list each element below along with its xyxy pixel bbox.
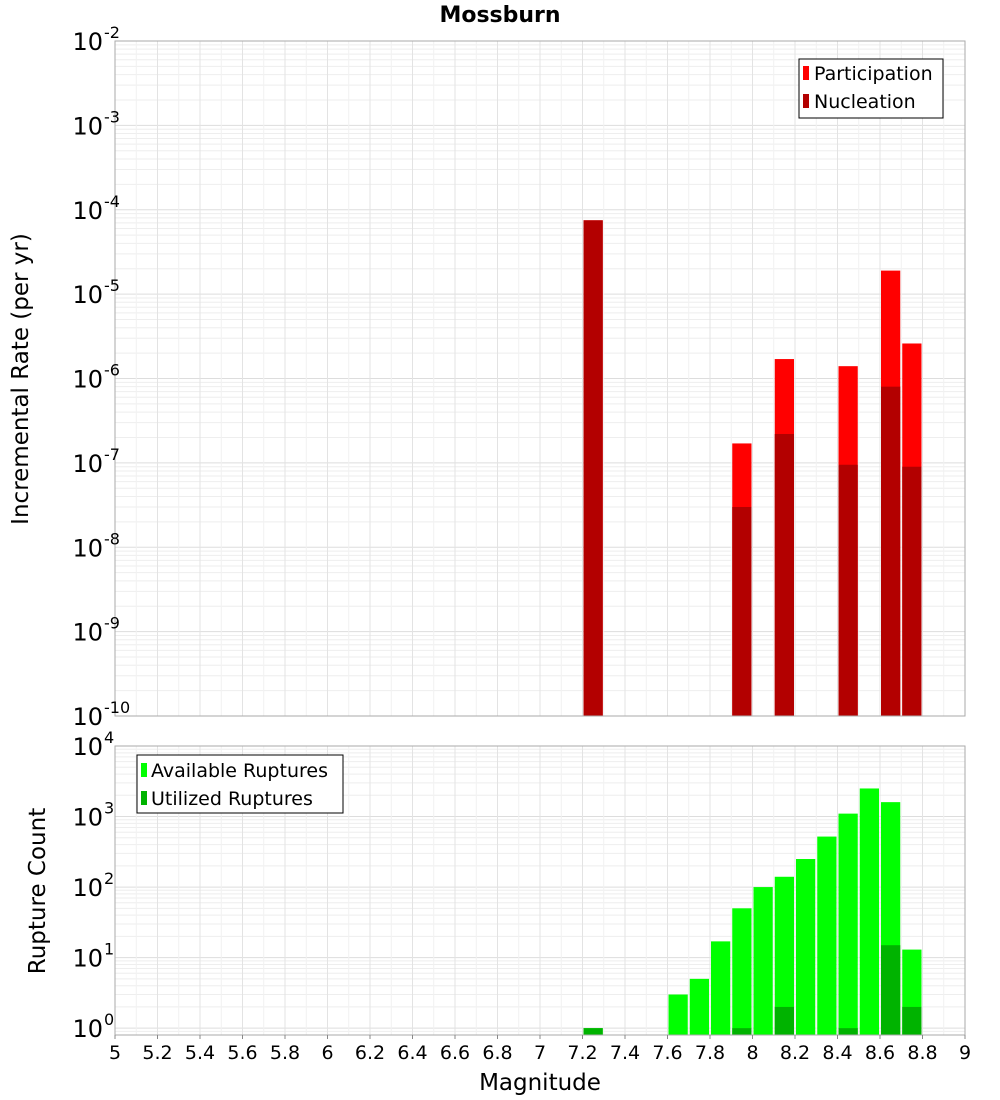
count-legend: Available Ruptures Utilized Ruptures — [136, 754, 344, 814]
rate-bar-b — [732, 506, 752, 716]
y-tick-label: 10 — [72, 733, 103, 761]
count-bar-b — [732, 1028, 752, 1035]
rate-gridlines — [114, 40, 966, 717]
x-tick-label: 8.8 — [907, 1042, 937, 1064]
y-tick-label: 10 — [72, 534, 103, 562]
x-tick-label: 7.2 — [567, 1042, 597, 1064]
count-bar-a — [774, 876, 794, 1035]
count-bar-a — [732, 908, 752, 1035]
y-tick-exponent: -2 — [104, 23, 120, 42]
x-tick-label: 8.4 — [822, 1042, 852, 1064]
count-bar-a — [668, 994, 688, 1035]
rate-legend-box — [798, 58, 944, 119]
count-bar-b — [774, 1006, 794, 1035]
x-tick-label: 7.4 — [610, 1042, 640, 1064]
legend-label-utilized: Utilized Ruptures — [151, 788, 313, 810]
legend-swatch-available — [141, 763, 147, 777]
y-tick-label: 10 — [72, 112, 103, 140]
count-bar-b — [838, 1028, 858, 1035]
y-tick-label: 10 — [72, 1015, 103, 1043]
count-bar-b — [881, 945, 901, 1035]
chart-title: Mossburn — [439, 3, 560, 28]
y-tick-exponent: -10 — [104, 698, 130, 717]
x-tick-label: 5.6 — [227, 1042, 257, 1064]
y-tick-exponent: -6 — [104, 361, 120, 380]
y-tick-exponent: 2 — [104, 869, 114, 888]
count-y-axis-label: Rupture Count — [25, 808, 51, 974]
x-tick-label: 9 — [959, 1042, 971, 1064]
count-legend-box — [136, 754, 344, 814]
rate-bar-b — [838, 464, 858, 716]
x-tick-label: 8.2 — [780, 1042, 810, 1064]
legend-label-available: Available Ruptures — [151, 760, 328, 782]
count-bar-a — [796, 859, 816, 1035]
count-bar-b — [583, 1028, 603, 1035]
rate-y-axis-label: Incremental Rate (per yr) — [8, 233, 34, 525]
y-tick-exponent: 1 — [104, 940, 114, 959]
y-tick-label: 10 — [72, 619, 103, 647]
y-tick-exponent: 0 — [104, 1010, 114, 1029]
count-bar-a — [838, 813, 858, 1035]
x-tick-label: 6.4 — [397, 1042, 427, 1064]
x-axis-label: Magnitude — [479, 1070, 601, 1096]
rate-legend: Participation Nucleation — [798, 58, 944, 119]
y-tick-exponent: -3 — [104, 107, 120, 126]
y-tick-label: 10 — [72, 703, 103, 731]
count-bar-a — [689, 978, 709, 1035]
rate-plot-border — [114, 40, 966, 717]
y-tick-label: 10 — [72, 366, 103, 394]
y-tick-label: 10 — [72, 281, 103, 309]
x-tick-label: 8 — [746, 1042, 758, 1064]
y-tick-label: 10 — [72, 28, 103, 56]
y-tick-label: 10 — [72, 874, 103, 902]
x-tick-label: 5.8 — [270, 1042, 300, 1064]
y-tick-label: 10 — [72, 804, 103, 832]
count-bar-a — [859, 788, 879, 1035]
y-tick-exponent: -7 — [104, 445, 120, 464]
y-tick-label: 10 — [72, 945, 103, 973]
legend-label-nucleation: Nucleation — [814, 91, 916, 113]
y-tick-exponent: -9 — [104, 614, 120, 633]
x-tick-label: 7.6 — [652, 1042, 682, 1064]
rate-bar-b — [881, 386, 901, 716]
count-bar-b — [902, 1006, 922, 1035]
x-tick-label: 6.8 — [482, 1042, 512, 1064]
y-tick-exponent: 3 — [104, 799, 114, 818]
y-tick-exponent: 4 — [104, 728, 114, 747]
x-tick-label: 7 — [534, 1042, 546, 1064]
y-tick-label: 10 — [72, 197, 103, 225]
y-tick-label: 10 — [72, 450, 103, 478]
x-tick-label: 6.2 — [355, 1042, 385, 1064]
y-tick-exponent: -8 — [104, 529, 120, 548]
y-tick-exponent: -5 — [104, 276, 120, 295]
legend-swatch-participation — [803, 66, 809, 80]
rate-bar-b — [902, 466, 922, 716]
y-tick-exponent: -4 — [104, 192, 120, 211]
x-ticks: 5 5.2 5.4 5.6 5.8 6 6.2 6.4 6.6 6.8 7 7.2 7.4 7.6 7.8 8… — [109, 1035, 971, 1064]
count-bar-a — [753, 887, 773, 1035]
rate-bar-b — [774, 433, 794, 716]
rate-bars — [583, 220, 922, 717]
x-tick-label: 5 — [109, 1042, 121, 1064]
count-bar-a — [817, 836, 837, 1035]
x-tick-label: 6.6 — [440, 1042, 470, 1064]
x-tick-label: 8.6 — [865, 1042, 895, 1064]
count-bars — [583, 788, 922, 1035]
legend-label-participation: Participation — [814, 63, 933, 85]
count-bar-a — [711, 941, 731, 1035]
x-tick-label: 7.8 — [695, 1042, 725, 1064]
x-tick-label: 5.2 — [142, 1042, 172, 1064]
x-tick-label: 6 — [321, 1042, 333, 1064]
x-tick-label: 5.4 — [185, 1042, 215, 1064]
legend-swatch-utilized — [141, 791, 147, 805]
legend-swatch-nucleation — [803, 94, 809, 108]
rate-bar-b — [583, 220, 603, 717]
